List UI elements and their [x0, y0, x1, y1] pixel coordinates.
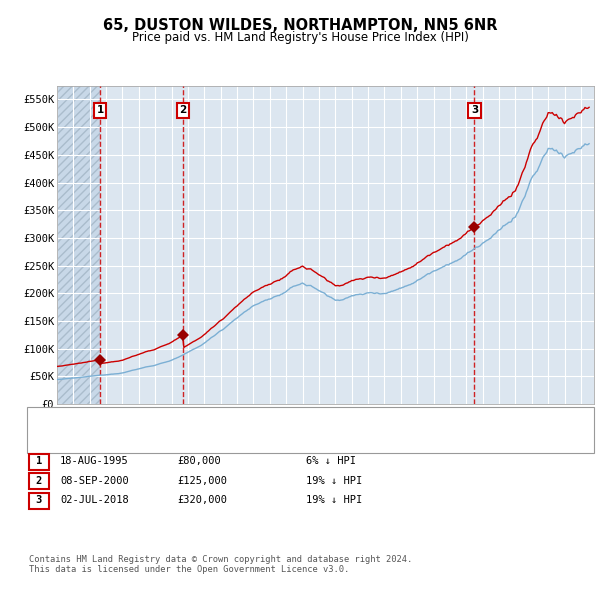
Text: 2: 2	[179, 106, 187, 116]
Text: 19% ↓ HPI: 19% ↓ HPI	[306, 496, 362, 505]
Text: 1: 1	[35, 457, 42, 466]
Text: 3: 3	[35, 496, 42, 505]
Text: £320,000: £320,000	[177, 496, 227, 505]
Bar	[57, 86, 100, 404]
Text: £125,000: £125,000	[177, 476, 227, 486]
Text: 65, DUSTON WILDES, NORTHAMPTON, NN5 6NR (detached house): 65, DUSTON WILDES, NORTHAMPTON, NN5 6NR …	[72, 415, 408, 425]
Text: 08-SEP-2000: 08-SEP-2000	[60, 476, 129, 486]
Text: Contains HM Land Registry data © Crown copyright and database right 2024.
This d: Contains HM Land Registry data © Crown c…	[29, 555, 412, 574]
Text: 6% ↓ HPI: 6% ↓ HPI	[306, 457, 356, 466]
Text: 3: 3	[471, 106, 478, 116]
Text: £80,000: £80,000	[177, 457, 221, 466]
Text: 18-AUG-1995: 18-AUG-1995	[60, 457, 129, 466]
Text: 65, DUSTON WILDES, NORTHAMPTON, NN5 6NR: 65, DUSTON WILDES, NORTHAMPTON, NN5 6NR	[103, 18, 497, 32]
Text: 2: 2	[35, 476, 42, 486]
Text: Price paid vs. HM Land Registry's House Price Index (HPI): Price paid vs. HM Land Registry's House …	[131, 31, 469, 44]
Text: 19% ↓ HPI: 19% ↓ HPI	[306, 476, 362, 486]
Text: 02-JUL-2018: 02-JUL-2018	[60, 496, 129, 505]
Text: 1: 1	[97, 106, 104, 116]
Text: HPI: Average price, detached house, West Northamptonshire: HPI: Average price, detached house, West…	[72, 435, 414, 445]
